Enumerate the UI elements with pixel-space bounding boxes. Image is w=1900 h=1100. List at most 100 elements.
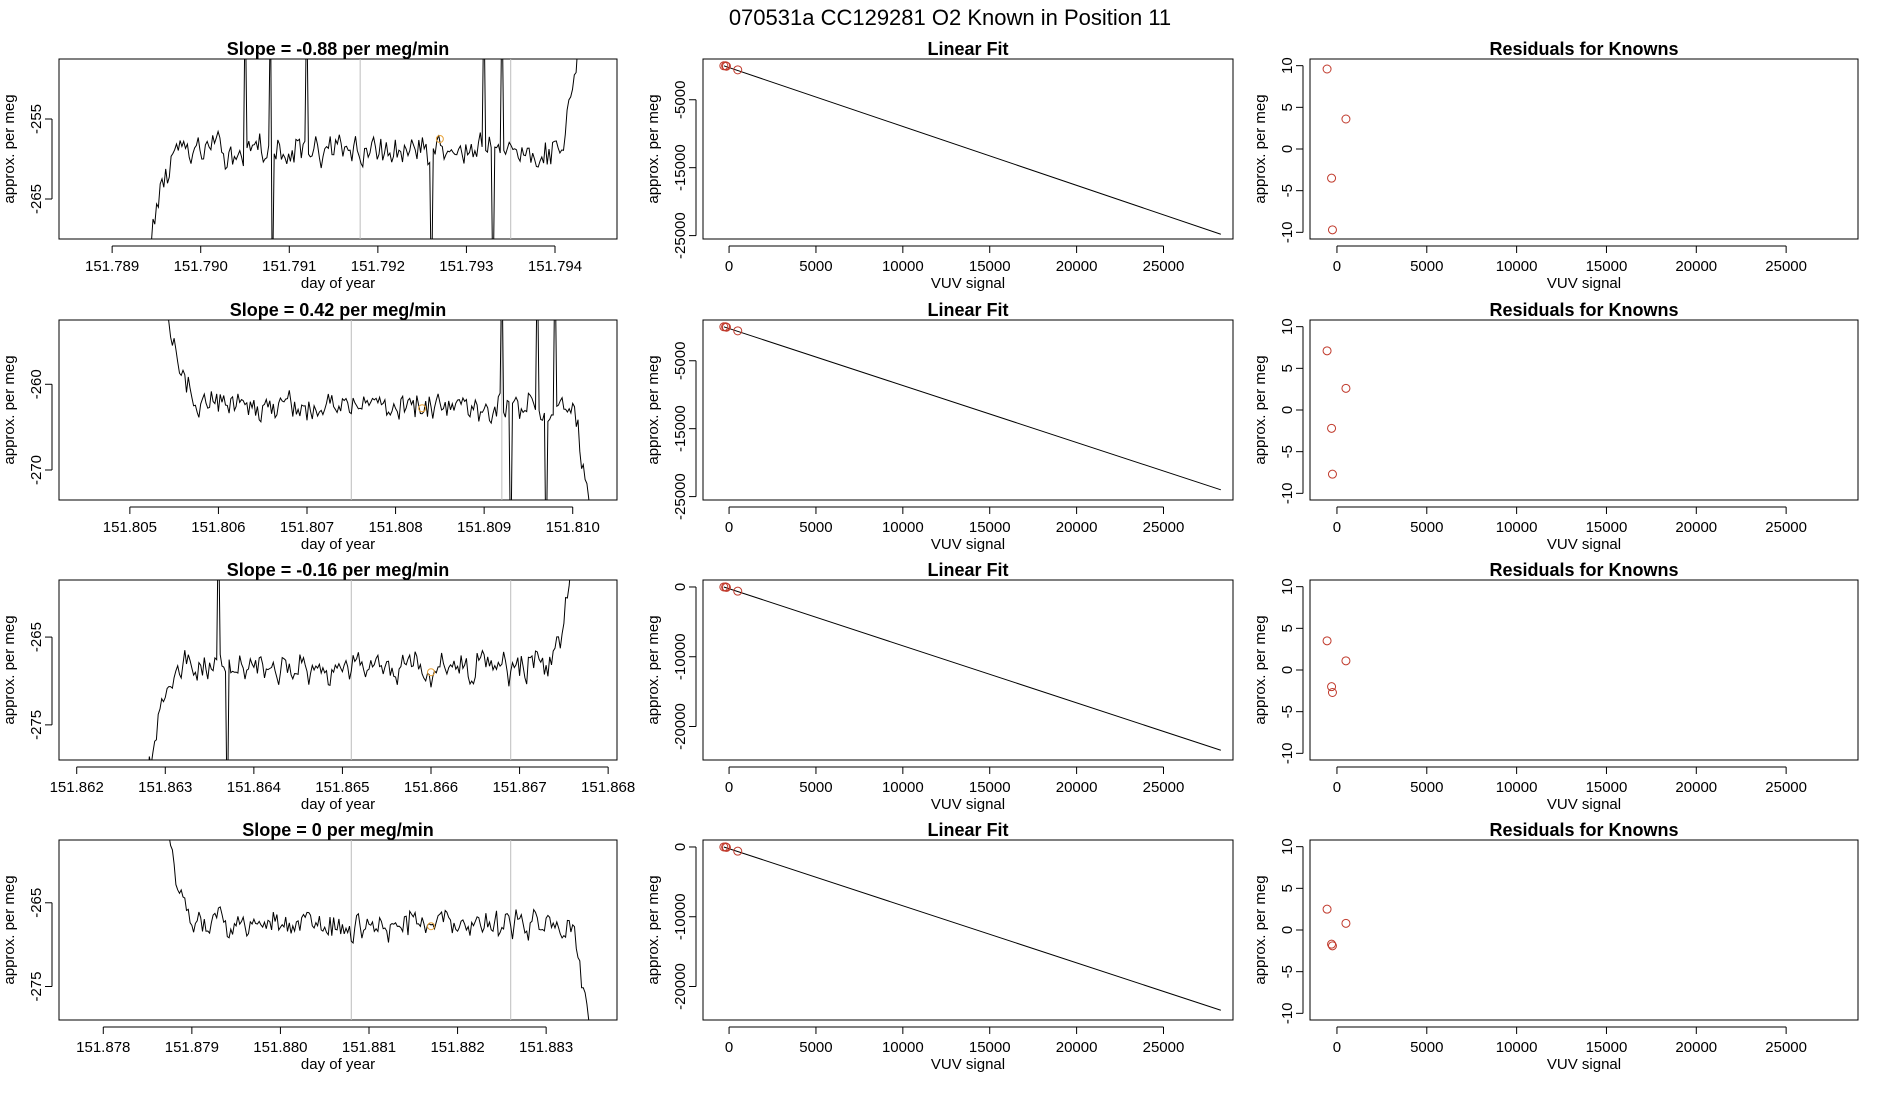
- y-axis-label: approx. per meg: [645, 94, 662, 203]
- y-tick-label: 5: [1279, 103, 1296, 111]
- x-tick-label: 151.808: [368, 519, 422, 536]
- y-tick-label: -15000: [672, 144, 689, 191]
- y-tick-label: -5000: [672, 81, 689, 119]
- x-axis-label: VUV signal: [931, 536, 1005, 553]
- x-tick-label: 151.862: [50, 779, 104, 796]
- x-tick-label: 10000: [882, 1039, 924, 1056]
- y-axis-label: approx. per meg: [1252, 615, 1269, 724]
- signal-trace: [168, 320, 590, 500]
- residual-point: [1341, 656, 1351, 666]
- x-tick-label: 151.880: [253, 1039, 307, 1056]
- x-tick-label: 25000: [1143, 519, 1185, 536]
- x-tick-label: 151.883: [519, 1039, 573, 1056]
- x-tick-label: 151.867: [492, 779, 546, 796]
- x-tick-label: 20000: [1056, 779, 1098, 796]
- y-tick-label: 10: [1279, 838, 1296, 855]
- plot-area: [1322, 636, 1351, 697]
- x-tick-label: 15000: [1586, 258, 1628, 275]
- x-tick-label: 0: [725, 1039, 733, 1056]
- x-tick-label: 151.807: [280, 519, 334, 536]
- y-tick-label: 0: [672, 583, 689, 591]
- plot-frame: [1309, 579, 1859, 761]
- residual-point: [1327, 469, 1337, 479]
- plot-area: [1322, 346, 1351, 479]
- plot-area: [1322, 904, 1351, 951]
- x-tick-label: 25000: [1143, 779, 1185, 796]
- plot-area: [151, 59, 578, 239]
- x-axis-label: VUV signal: [1547, 275, 1621, 292]
- panel-title: Residuals for Knowns: [1489, 820, 1678, 840]
- panel-title: Residuals for Knowns: [1489, 560, 1678, 580]
- y-axis-label: approx. per meg: [645, 875, 662, 984]
- residual-point: [1322, 346, 1332, 356]
- signal-trace: [151, 59, 578, 239]
- x-tick-label: 0: [1333, 779, 1341, 796]
- x-tick-label: 5000: [1410, 258, 1443, 275]
- residual-point: [1341, 918, 1351, 928]
- y-tick-label: 5: [1279, 624, 1296, 632]
- x-tick-label: 151.789: [85, 258, 139, 275]
- residual-point: [1327, 173, 1337, 183]
- x-axis-label: day of year: [301, 1056, 375, 1073]
- signal-trace: [169, 840, 590, 1020]
- fit-point: [733, 846, 743, 856]
- x-tick-label: 25000: [1765, 258, 1807, 275]
- y-tick-label: -10000: [672, 893, 689, 940]
- x-tick-label: 0: [725, 519, 733, 536]
- x-tick-label: 151.805: [103, 519, 157, 536]
- y-tick-label: -10: [1279, 221, 1296, 243]
- y-tick-label: -275: [28, 971, 45, 1001]
- x-tick-label: 5000: [799, 258, 832, 275]
- fit-line: [723, 846, 1221, 1011]
- residual-point: [1341, 114, 1351, 124]
- x-axis-label: day of year: [301, 536, 375, 553]
- plot-area: [719, 582, 1221, 751]
- plot-frame: [58, 319, 618, 501]
- plot-frame: [1309, 839, 1859, 1021]
- panel-title: Slope = 0.42 per meg/min: [230, 300, 447, 320]
- x-tick-label: 15000: [969, 258, 1011, 275]
- panel-r4-c1: Slope = 0 per meg/min 151.878 151.879 151.8…: [1, 820, 618, 1073]
- x-tick-label: 0: [725, 779, 733, 796]
- plot-area: [719, 842, 1221, 1011]
- plot-area: [1322, 64, 1351, 235]
- y-tick-label: -10: [1279, 1002, 1296, 1024]
- fit-point: [721, 582, 731, 592]
- panel-r1-c1: Slope = -0.88 per meg/min 151.789 151.790 1…: [1, 39, 618, 292]
- x-tick-label: 10000: [1496, 258, 1538, 275]
- panel-r3-c2: Linear Fit 0 5000 10000 15000 20000 25000 VUV s…: [645, 560, 1234, 813]
- x-tick-label: 151.879: [165, 1039, 219, 1056]
- y-tick-label: -5000: [672, 342, 689, 380]
- y-tick-label: 10: [1279, 578, 1296, 595]
- panel-grid: Slope = -0.88 per meg/min 151.789 151.790 1…: [1, 39, 1859, 1073]
- panel-title: Linear Fit: [927, 560, 1008, 580]
- x-tick-label: 5000: [799, 519, 832, 536]
- x-tick-label: 0: [1333, 519, 1341, 536]
- y-tick-label: -5: [1279, 445, 1296, 458]
- panel-title: Slope = -0.88 per meg/min: [227, 39, 450, 59]
- plot-frame: [58, 579, 618, 761]
- plot-frame: [702, 579, 1234, 761]
- residual-point: [1327, 688, 1337, 697]
- mean-marker: [427, 922, 435, 931]
- x-tick-label: 0: [1333, 258, 1341, 275]
- x-tick-label: 151.791: [262, 258, 316, 275]
- panel-r1-c3: Residuals for Knowns 0 5000 10000 15000 20000…: [1252, 39, 1859, 292]
- x-tick-label: 10000: [1496, 519, 1538, 536]
- fit-point: [721, 61, 731, 71]
- mean-marker: [418, 404, 427, 413]
- x-tick-label: 5000: [1410, 779, 1443, 796]
- y-tick-label: -260: [28, 369, 45, 399]
- x-tick-label: 151.882: [430, 1039, 484, 1056]
- plot-frame: [58, 839, 618, 1021]
- y-tick-label: -15000: [672, 405, 689, 452]
- x-tick-label: 20000: [1056, 1039, 1098, 1056]
- x-tick-label: 151.792: [351, 258, 405, 275]
- mean-marker: [435, 135, 444, 143]
- x-tick-label: 151.864: [227, 779, 281, 796]
- signal-trace: [148, 580, 571, 760]
- residual-point: [1327, 423, 1337, 433]
- x-tick-label: 0: [725, 258, 733, 275]
- fit-point: [721, 842, 731, 852]
